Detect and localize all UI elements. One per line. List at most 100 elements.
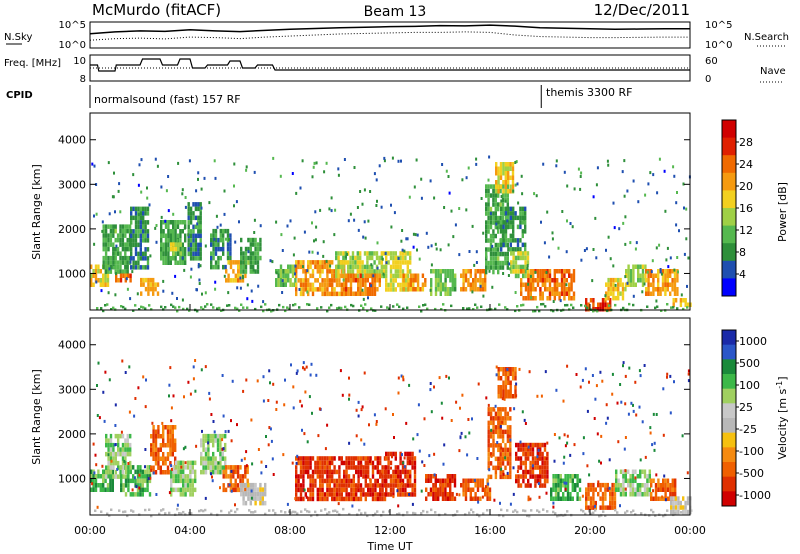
velocity-cell xyxy=(146,478,149,484)
velocity-cell xyxy=(470,508,473,511)
velocity-cell xyxy=(159,465,162,470)
velocity-cell xyxy=(576,496,579,501)
power-cell xyxy=(557,246,560,250)
power-cell xyxy=(570,303,573,307)
velocity-cell xyxy=(307,456,310,461)
velocity-cell xyxy=(357,460,360,466)
velocity-cell xyxy=(589,505,593,510)
power-cell xyxy=(366,251,369,256)
velocity-cell xyxy=(290,511,293,514)
power-cell xyxy=(510,264,513,270)
velocity-cell xyxy=(562,461,565,465)
power-cell xyxy=(142,306,145,309)
velocity-cell xyxy=(234,465,237,470)
power-cell xyxy=(340,282,343,288)
velocity-cell xyxy=(591,374,594,377)
velocity-cell xyxy=(397,483,400,488)
power-cell xyxy=(164,238,168,243)
velocity-cell xyxy=(399,474,402,479)
power-cell xyxy=(241,274,244,278)
velocity-colorbar-segment xyxy=(722,432,736,448)
power-cell xyxy=(524,255,527,261)
velocity-cell xyxy=(459,406,461,410)
power-cell xyxy=(344,260,347,265)
power-cell xyxy=(592,195,595,199)
velocity-cell xyxy=(129,451,132,457)
velocity-cell xyxy=(132,492,135,497)
velocity-cell xyxy=(468,511,471,515)
velocity-cell xyxy=(204,447,208,452)
velocity-cell xyxy=(666,509,669,512)
velocity-cell xyxy=(202,438,205,443)
velocity-cell xyxy=(124,438,127,443)
velocity-cell xyxy=(449,496,452,501)
velocity-cell xyxy=(376,478,379,484)
velocity-cell xyxy=(524,442,527,448)
power-cell xyxy=(634,282,637,287)
velocity-cell xyxy=(455,492,458,496)
power-cell xyxy=(512,264,515,270)
velocity-cell xyxy=(184,445,187,449)
velocity-cell xyxy=(194,359,197,362)
power-cell xyxy=(102,273,105,278)
power-cell xyxy=(144,229,147,234)
velocity-cell xyxy=(162,461,165,466)
velocity-cell xyxy=(119,469,122,475)
velocity-cell xyxy=(629,487,632,492)
velocity-cell xyxy=(616,511,619,514)
velocity-cell xyxy=(200,469,203,475)
power-cell xyxy=(420,196,423,200)
power-cell xyxy=(482,231,485,235)
power-cell xyxy=(563,287,566,292)
velocity-cell xyxy=(214,433,217,439)
velocity-cell xyxy=(242,389,245,393)
power-cell xyxy=(497,193,500,198)
power-cell xyxy=(509,233,512,239)
power-cell xyxy=(288,307,291,311)
velocity-ytick-label: 3000 xyxy=(58,383,86,396)
velocity-cell xyxy=(409,474,412,479)
velocity-cell xyxy=(519,456,523,461)
power-cell xyxy=(667,265,670,269)
velocity-cell xyxy=(304,460,307,466)
velocity-cell xyxy=(504,380,508,385)
velocity-cell xyxy=(557,487,560,492)
velocity-cell xyxy=(539,465,542,470)
velocity-cell xyxy=(338,469,341,475)
power-cell xyxy=(92,269,95,274)
power-cell xyxy=(119,242,122,247)
power-cell xyxy=(126,264,129,270)
power-cell xyxy=(199,211,202,216)
velocity-cell xyxy=(105,451,108,457)
power-cell xyxy=(292,253,295,257)
velocity-cell xyxy=(179,469,182,475)
velocity-cell xyxy=(499,425,502,428)
power-cell xyxy=(192,256,195,261)
power-cell xyxy=(134,233,138,239)
velocity-cell xyxy=(536,474,539,479)
power-cell xyxy=(201,292,203,296)
power-cell xyxy=(347,273,350,278)
power-cell xyxy=(492,188,495,194)
power-cell xyxy=(474,278,477,283)
velocity-cell xyxy=(252,487,255,492)
power-cell xyxy=(545,271,548,274)
velocity-cell xyxy=(385,456,388,461)
velocity-cell xyxy=(139,478,142,484)
power-cell xyxy=(146,256,150,261)
velocity-cell xyxy=(172,394,175,398)
power-cell xyxy=(323,264,327,270)
velocity-cell xyxy=(128,365,131,369)
velocity-cell xyxy=(478,514,481,518)
power-cell xyxy=(94,273,98,278)
velocity-cell xyxy=(355,456,358,461)
velocity-cell xyxy=(599,487,602,492)
velocity-cell xyxy=(374,483,377,488)
velocity-cell xyxy=(212,451,215,457)
power-cell xyxy=(498,303,501,306)
velocity-cell xyxy=(460,483,463,488)
velocity-cell xyxy=(360,438,363,442)
power-cell xyxy=(130,233,133,239)
velocity-cell xyxy=(177,487,180,493)
power-cell xyxy=(146,260,150,266)
